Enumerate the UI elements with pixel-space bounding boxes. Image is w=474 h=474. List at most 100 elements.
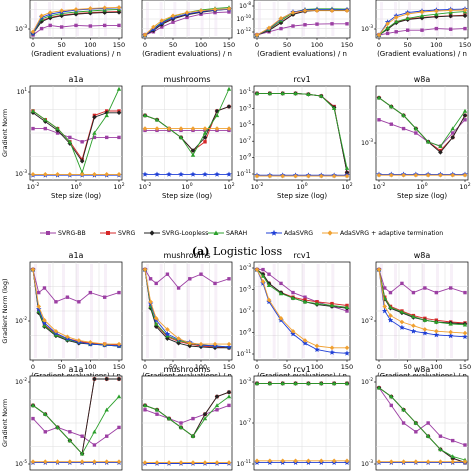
data-point — [54, 300, 58, 304]
data-point — [377, 118, 381, 122]
data-point — [344, 458, 350, 464]
variance-band — [146, 264, 149, 358]
x-tick-label: 100 — [430, 363, 442, 371]
data-point — [411, 314, 416, 319]
data-point — [67, 172, 73, 177]
data-point — [176, 336, 181, 341]
x-axis-label: (Gradient evaluations) / n — [142, 50, 232, 58]
data-point — [42, 323, 47, 328]
data-point — [212, 7, 218, 12]
data-point — [399, 319, 405, 325]
data-point — [329, 349, 335, 355]
variance-band — [173, 264, 177, 358]
data-point — [254, 173, 260, 179]
x-tick-label: 0 — [255, 363, 259, 371]
data-point — [433, 332, 440, 338]
data-point — [438, 459, 443, 465]
data-point — [388, 459, 394, 465]
variance-band — [331, 264, 335, 358]
series-line — [32, 112, 119, 163]
x-tick-label: 150 — [223, 363, 235, 371]
data-point — [30, 172, 36, 177]
data-point — [280, 173, 286, 179]
data-point — [419, 15, 425, 21]
y-tick-label: 10-9 — [239, 153, 251, 162]
caption-letter: (a) — [191, 245, 210, 258]
x-tick-label: 100 — [311, 363, 323, 371]
data-point — [319, 93, 324, 98]
data-point — [30, 459, 36, 465]
y-tick-label: 10-9 — [239, 328, 251, 337]
data-point — [290, 328, 296, 334]
data-point — [388, 172, 394, 178]
x-tick-label: 102 — [459, 182, 470, 191]
data-point — [116, 9, 122, 15]
legend-item: SVRG — [100, 229, 135, 237]
data-point — [426, 421, 430, 425]
variance-band — [258, 264, 261, 358]
legend-item: SARAH — [208, 229, 247, 237]
y-tick-label: 10-2 — [15, 316, 27, 325]
y-tick-label: 10-7 — [239, 306, 251, 315]
data-point — [410, 328, 417, 334]
data-point — [214, 126, 220, 131]
y-tick-label: 10-2 — [361, 316, 373, 325]
data-point — [55, 172, 60, 177]
series-line — [32, 8, 120, 34]
data-point — [202, 135, 208, 140]
variance-band — [450, 264, 453, 358]
data-point — [450, 454, 455, 459]
variance-band — [331, 2, 335, 36]
data-point — [388, 305, 393, 310]
x-axis-label: Step size (log) — [277, 192, 327, 200]
data-point — [154, 460, 160, 465]
x-axis-label: (Gradient evaluations) / n — [377, 50, 467, 58]
x-tick-label: 150 — [459, 363, 471, 371]
data-point — [226, 126, 232, 131]
data-point — [344, 345, 350, 351]
series-line — [33, 128, 119, 143]
data-point — [279, 26, 283, 31]
data-point — [290, 331, 296, 337]
data-point — [190, 126, 196, 131]
variance-band — [34, 2, 37, 36]
data-point — [419, 9, 425, 15]
data-point — [405, 16, 410, 21]
data-point — [148, 277, 153, 281]
data-point — [160, 25, 164, 29]
data-point — [438, 172, 443, 178]
data-point — [88, 290, 93, 295]
variance-band — [316, 2, 320, 36]
data-point — [376, 172, 382, 178]
data-point — [266, 297, 272, 303]
data-point — [425, 459, 431, 465]
y-tick-label: 10-3 — [361, 138, 373, 147]
data-point — [266, 283, 272, 287]
data-point — [37, 290, 41, 295]
data-point — [291, 24, 295, 28]
data-point — [278, 16, 284, 21]
legend-label: SVRG — [118, 229, 136, 237]
data-point — [92, 114, 97, 120]
data-point — [198, 344, 204, 350]
data-point — [318, 458, 324, 464]
y-tick-label: 101 — [17, 87, 28, 96]
data-point — [267, 91, 273, 96]
data-point — [117, 23, 121, 28]
variance-band — [436, 2, 439, 36]
data-point — [376, 95, 382, 100]
data-point — [331, 458, 337, 464]
y-tick-label: 10-7 — [239, 418, 251, 427]
data-point — [116, 172, 122, 177]
data-point — [73, 7, 79, 12]
series-line — [144, 8, 230, 36]
data-point — [176, 340, 181, 346]
data-point — [48, 13, 53, 18]
variance-band — [187, 264, 190, 358]
data-point — [226, 394, 232, 399]
x-tick-label: 50 — [283, 363, 291, 371]
data-point — [401, 172, 406, 178]
data-point — [434, 328, 439, 334]
